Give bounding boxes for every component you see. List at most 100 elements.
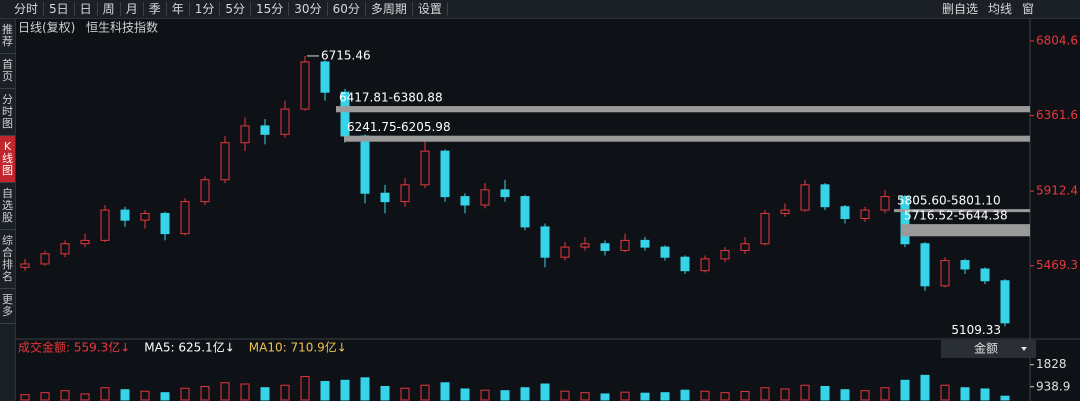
y-tick-label: 5469.3	[1036, 258, 1078, 272]
volume-bar	[680, 389, 690, 401]
volume-bar	[560, 390, 570, 401]
period-tab[interactable]: 日	[75, 2, 98, 16]
sidebar-tab[interactable]: 推荐	[0, 19, 15, 54]
sidebar-tab[interactable]: 自选股	[0, 183, 15, 230]
candle-body	[440, 150, 450, 198]
volume-bar	[260, 387, 270, 401]
candle-body	[860, 209, 870, 219]
candle-body	[360, 135, 370, 194]
volume-bar	[120, 389, 130, 401]
candle-body	[540, 226, 550, 258]
candle-body	[420, 150, 430, 186]
sidebar-tab[interactable]: 首页	[0, 54, 15, 89]
volume-bar	[420, 384, 430, 401]
volume-bar	[460, 388, 470, 401]
candle-body	[660, 246, 670, 258]
gap-label: 5716.52-5644.38	[904, 209, 1008, 223]
period-tab[interactable]: 30分	[289, 2, 328, 16]
selector-box[interactable]	[941, 340, 1036, 358]
selector-arrow	[1021, 347, 1027, 351]
gap-label: 6417.81-6380.88	[339, 91, 443, 105]
candle-body	[940, 260, 950, 287]
volume-bar	[760, 387, 770, 401]
gap-band	[894, 209, 1030, 213]
candle-body	[960, 260, 970, 270]
sidebar-tab[interactable]: K线图	[0, 136, 15, 183]
candle-body	[80, 239, 90, 245]
candle-body	[160, 212, 170, 235]
volume-bar	[100, 387, 110, 401]
candle-body	[720, 249, 730, 260]
candle-body	[580, 243, 590, 248]
volume-bar	[440, 382, 450, 401]
candle-body	[500, 189, 510, 198]
period-tab[interactable]: 多周期	[366, 2, 413, 16]
sidebar-tab[interactable]: 综合排名	[0, 230, 15, 289]
y-tick-label: 1828	[1036, 357, 1067, 371]
period-tab[interactable]: 5分	[220, 2, 252, 16]
chart: 日线(复权) 恒生科技指数 6804.6 6361.6 5912.4 5469.3 64…	[16, 19, 1080, 401]
volume-bar	[820, 385, 830, 401]
candle-body	[780, 209, 790, 214]
volume-bar	[180, 387, 190, 401]
period-tab[interactable]: 分时	[0, 2, 45, 16]
volume-bar	[340, 379, 350, 401]
candle-body	[400, 184, 410, 203]
volume-bar	[240, 383, 250, 401]
volume-bar	[360, 377, 370, 401]
toolbar-action[interactable]: 窗	[1021, 2, 1034, 16]
candle-body	[300, 61, 310, 110]
candle-body	[460, 196, 470, 206]
candle-body	[800, 184, 810, 211]
gap-band	[901, 224, 1030, 237]
y-tick-label: 6361.6	[1036, 108, 1078, 122]
candle-body	[480, 189, 490, 206]
candle-body	[840, 206, 850, 219]
volume-bar	[280, 384, 290, 401]
volume-bar	[540, 383, 550, 401]
period-tab[interactable]: 5日	[44, 2, 75, 16]
volume-bar	[220, 382, 230, 401]
period-tab[interactable]: 年	[167, 2, 190, 16]
volume-bar	[520, 387, 530, 401]
sidebar-tab[interactable]: 分时图	[0, 89, 15, 136]
candle-body	[40, 253, 50, 265]
toolbar-action[interactable]: 删自选	[941, 2, 978, 16]
period-tab[interactable]: 15分	[251, 2, 290, 16]
candle-body	[380, 192, 390, 203]
volume-bar	[480, 389, 490, 401]
volume-bar	[60, 390, 70, 401]
toolbar-actions: 删自选 均线窗	[942, 0, 1034, 18]
candle-body	[220, 142, 230, 181]
volume-bar	[620, 391, 630, 401]
toolbar-action[interactable]: 均线	[987, 2, 1012, 16]
volume-bar	[320, 381, 330, 401]
period-tab[interactable]: 60分	[328, 2, 366, 16]
gap-band	[336, 106, 1030, 113]
volume-bar	[160, 392, 170, 401]
volume-bar	[920, 374, 930, 401]
sidebar: 推荐 首页 分时图 K线图 自选股 综合排名 更多	[0, 19, 16, 401]
period-tab[interactable]: 季	[144, 2, 167, 16]
candle-body	[100, 209, 110, 241]
candle-body	[820, 184, 830, 208]
chart-subtitle: 恒生科技指数	[86, 20, 158, 35]
candle-body	[620, 239, 630, 251]
candle-body	[560, 246, 570, 258]
period-tab[interactable]: 月	[121, 2, 144, 16]
volume-bar	[80, 393, 90, 401]
volume-bar	[140, 390, 150, 401]
candle-body	[600, 243, 610, 251]
volume-bar	[800, 384, 810, 401]
volume-header: 成交金额: 559.3亿↓	[18, 340, 130, 355]
candle-body	[200, 179, 210, 203]
volume-bar	[840, 389, 850, 401]
volume-bar	[40, 392, 50, 401]
period-tab[interactable]: 设置	[413, 2, 448, 16]
sidebar-tab[interactable]: 更多	[0, 289, 15, 324]
period-tab[interactable]: 周	[98, 2, 121, 16]
period-tab[interactable]: 1分	[190, 2, 221, 16]
candle-body	[20, 263, 30, 268]
candle-body	[260, 125, 270, 135]
volume-bar	[860, 390, 870, 401]
